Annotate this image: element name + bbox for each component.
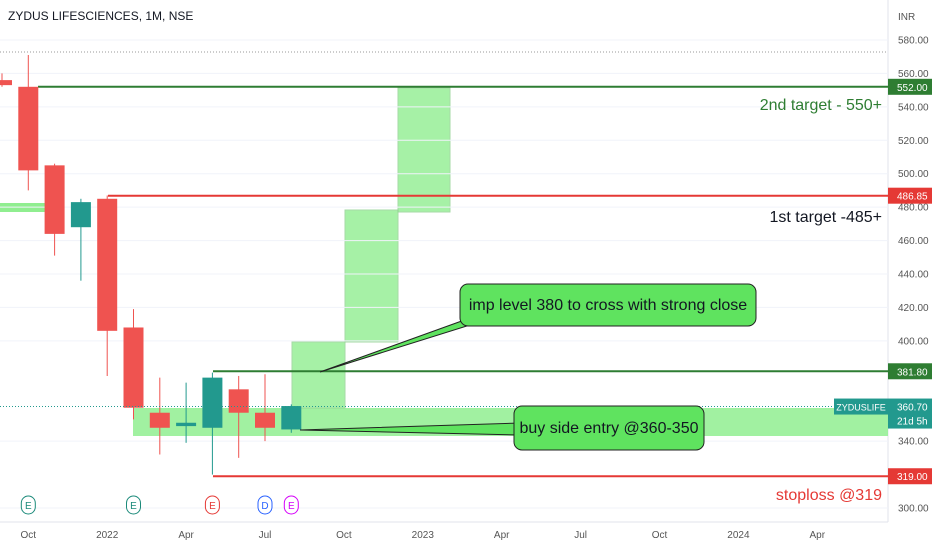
event-marker: [283, 495, 299, 515]
x-tick-label: Apr: [178, 530, 194, 541]
y-tick-label: 560.00: [898, 69, 929, 80]
x-tick-label: 2024: [727, 530, 750, 541]
candle-body: [202, 377, 223, 428]
y-tick-label: 420.00: [898, 303, 929, 314]
event-label: E: [288, 501, 295, 512]
event-marker: [126, 495, 141, 515]
candle-body: [281, 406, 302, 430]
candle-body: [44, 165, 65, 234]
y-tick-label: 580.00: [898, 36, 929, 47]
callout: [459, 283, 757, 327]
zone: [291, 341, 346, 409]
currency: INR: [898, 12, 915, 23]
candle-body: [18, 86, 39, 171]
event-marker: [204, 495, 220, 515]
symbol-tag: [834, 398, 888, 415]
x-tick-label: Oct: [336, 530, 352, 541]
annotation: stoploss @319: [776, 487, 882, 504]
plot: 300.00 340.00 400.00 420.00 440.00 460.00 480.…: [0, 36, 932, 541]
candle-body: [149, 412, 170, 428]
price-tag: [888, 78, 932, 95]
zone: [397, 87, 451, 213]
annotation: buy side entry @360-350: [519, 420, 698, 437]
price-tag: [888, 187, 932, 204]
candle-body: [70, 202, 91, 228]
candle-body: [123, 327, 144, 408]
x-tick-label: 2022: [96, 530, 119, 541]
symbol-label: ZYDUSLIFE: [836, 403, 886, 413]
price-tag-label: 552.00: [897, 83, 928, 94]
x-tick-label: Jul: [574, 530, 587, 541]
candle-body: [0, 80, 12, 86]
price-tag-label: 360.70: [897, 403, 928, 414]
annotation: 1st target -485+: [769, 209, 882, 226]
y-tick-label: 440.00: [898, 270, 929, 281]
y-tick-label: 340.00: [898, 437, 929, 448]
annotation: imp level 380 to cross with strong close: [469, 297, 747, 314]
zone: [344, 209, 399, 343]
candle-body: [176, 422, 197, 427]
y-tick-label: 520.00: [898, 136, 929, 147]
x-tick-label: Apr: [810, 530, 826, 541]
price-tag-label: 486.85: [897, 192, 928, 203]
price-tag-label: 319.00: [897, 472, 928, 483]
price-tag: [888, 398, 932, 429]
y-tick-label: 300.00: [898, 504, 929, 515]
chart-title: ZYDUS LIFESCIENCES, 1M, NSE: [8, 9, 193, 23]
x-tick-label: Oct: [652, 530, 668, 541]
event-marker: [257, 495, 273, 515]
callout: [513, 405, 705, 451]
x-tick-label: Oct: [21, 530, 37, 541]
y-tick-label: 400.00: [898, 336, 929, 347]
y-tick-label: 480.00: [898, 203, 929, 214]
x-tick-label: 2023: [412, 530, 435, 541]
candle-body: [255, 412, 275, 428]
annotation: 2nd target - 550+: [760, 97, 882, 114]
x-tick-label: Apr: [494, 530, 510, 541]
y-tick-label: 540.00: [898, 102, 929, 113]
x-tick-label: Jul: [259, 530, 272, 541]
y-tick-label: 500.00: [898, 169, 929, 180]
candle-body: [228, 389, 249, 413]
event-label: E: [130, 501, 137, 512]
event-label: E: [209, 501, 216, 512]
price-tag: [888, 363, 932, 380]
event-label: E: [25, 501, 32, 512]
price-tag: [888, 468, 932, 485]
candle-body: [97, 198, 118, 331]
y-tick-label: 460.00: [898, 236, 929, 247]
event-marker: [20, 495, 36, 515]
countdown: 21d 5h: [897, 417, 928, 428]
event-label: D: [261, 501, 268, 512]
price-tag-label: 381.80: [897, 367, 928, 378]
